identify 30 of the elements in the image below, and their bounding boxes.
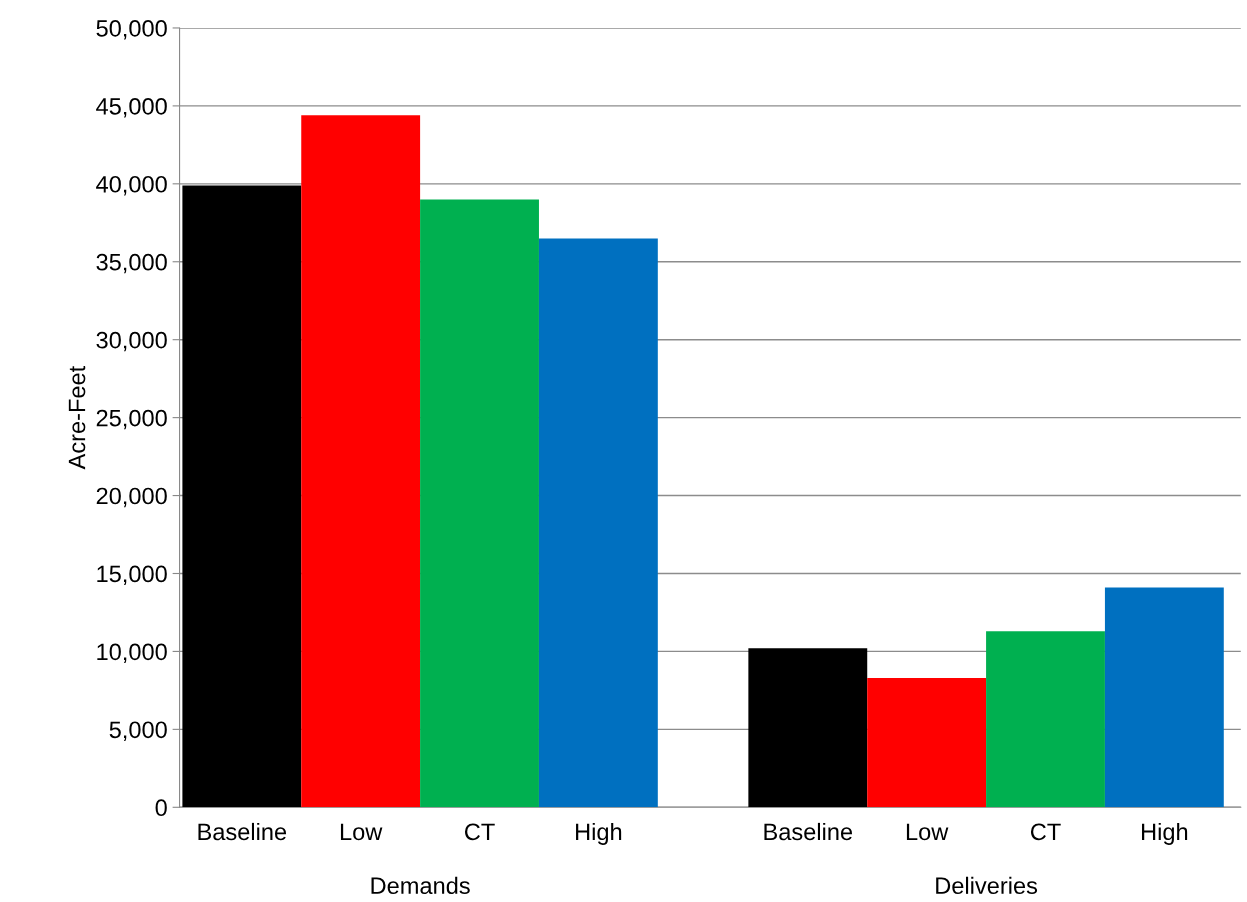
- series-label: High: [576, 822, 622, 845]
- y-axis-title: Acre-Feet: [68, 365, 86, 470]
- y-tick-label: 15,000: [97, 565, 167, 586]
- bar: [748, 648, 868, 808]
- y-tick-label: 10,000: [97, 643, 167, 663]
- bar: [182, 185, 302, 808]
- y-tick-label: 35,000: [96, 253, 167, 274]
- y-tick-label: 25,000: [96, 409, 167, 430]
- y-tick-label: 0: [155, 799, 167, 817]
- bar: [420, 199, 539, 808]
- text: Baseline: [764, 822, 853, 841]
- x-tick-label: Demands: [371, 876, 470, 895]
- bar: [986, 631, 1105, 808]
- y-tick-label: 45,000: [96, 97, 167, 118]
- y-tick-label: 40,000: [96, 175, 167, 196]
- series-label: Low: [340, 823, 383, 841]
- series-label: CT: [465, 823, 495, 841]
- x-tick-label: Deliveries: [936, 876, 1038, 895]
- text: Low: [906, 823, 949, 841]
- y-tick-label: 20,000: [96, 487, 167, 508]
- bar: [301, 115, 421, 808]
- bar: [867, 677, 987, 808]
- y-tick-label: 50,000: [96, 20, 167, 40]
- text: High: [1142, 822, 1188, 845]
- y-tick-label: 30,000: [96, 331, 167, 352]
- text: CT: [1030, 823, 1061, 841]
- bar: [1104, 587, 1224, 808]
- y-tick-label: 5,000: [109, 721, 167, 741]
- bar: [538, 238, 658, 808]
- series-label: Baseline: [198, 822, 287, 841]
